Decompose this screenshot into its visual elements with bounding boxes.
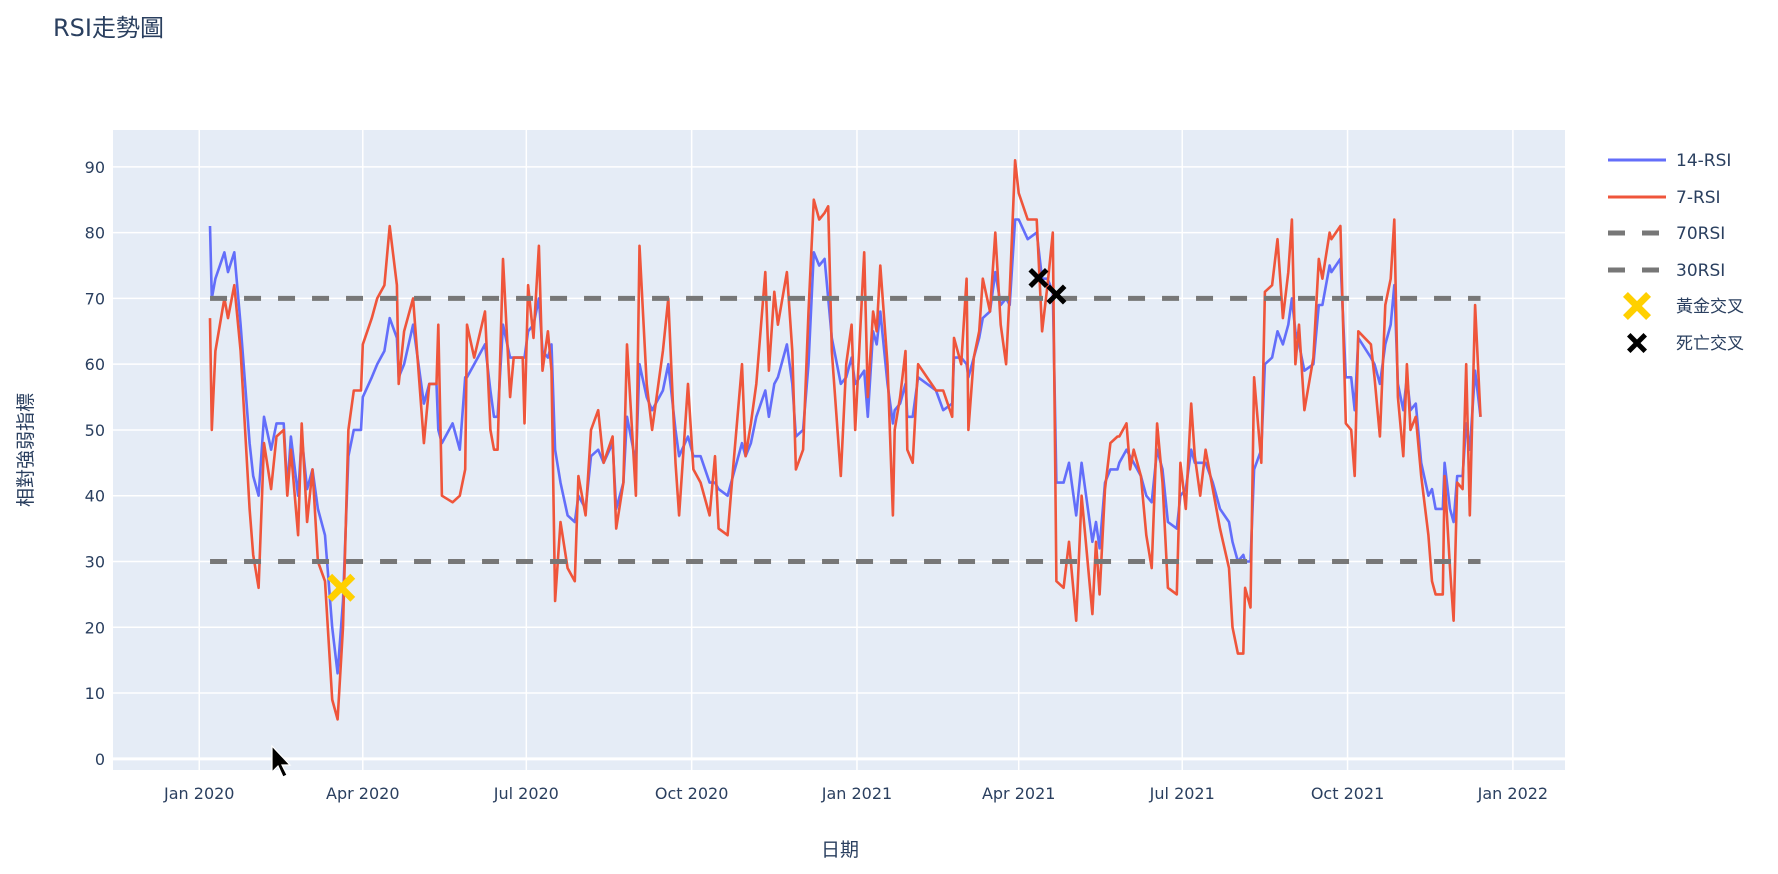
y-tick-label: 70 bbox=[85, 289, 105, 308]
x-tick-label: Oct 2020 bbox=[655, 784, 728, 803]
legend-label: 70RSI bbox=[1676, 224, 1725, 244]
y-tick-label: 90 bbox=[85, 158, 105, 177]
legend-golden-cross-icon bbox=[1623, 292, 1651, 320]
y-tick-label: 50 bbox=[85, 421, 105, 440]
x-tick-label: Jul 2021 bbox=[1149, 784, 1215, 803]
y-tick-label: 20 bbox=[85, 618, 105, 637]
x-tick-label: Jul 2020 bbox=[493, 784, 559, 803]
y-axis-title: 相對強弱指標 bbox=[15, 393, 37, 507]
x-tick-label: Jan 2022 bbox=[1477, 784, 1548, 803]
y-tick-label: 0 bbox=[95, 750, 105, 769]
x-tick-label: Oct 2021 bbox=[1311, 784, 1384, 803]
chart-title: RSI走勢圖 bbox=[53, 14, 164, 42]
y-tick-label: 60 bbox=[85, 355, 105, 374]
series-line-7-rsi bbox=[208, 159, 1482, 721]
y-tick-label: 40 bbox=[85, 487, 105, 506]
legend-label: 死亡交叉 bbox=[1676, 334, 1744, 354]
x-tick-label: Apr 2021 bbox=[982, 784, 1055, 803]
golden-cross-marker bbox=[327, 573, 356, 602]
x-axis-title: 日期 bbox=[821, 839, 859, 861]
x-tick-label: Jan 2020 bbox=[163, 784, 234, 803]
y-tick-label: 80 bbox=[85, 224, 105, 243]
legend-label: 7-RSI bbox=[1676, 188, 1721, 208]
legend-label: 黃金交叉 bbox=[1676, 297, 1744, 317]
x-tick-label: Jan 2021 bbox=[821, 784, 892, 803]
legend-label: 14-RSI bbox=[1676, 151, 1731, 171]
y-tick-label: 10 bbox=[85, 684, 105, 703]
x-tick-label: Apr 2020 bbox=[326, 784, 399, 803]
legend-label: 30RSI bbox=[1676, 261, 1725, 281]
y-tick-label: 30 bbox=[85, 552, 105, 571]
death-cross-marker bbox=[1028, 267, 1049, 288]
legend-death-cross-icon bbox=[1627, 333, 1647, 353]
death-cross-marker bbox=[1046, 284, 1067, 305]
mouse-cursor-icon bbox=[271, 744, 292, 778]
